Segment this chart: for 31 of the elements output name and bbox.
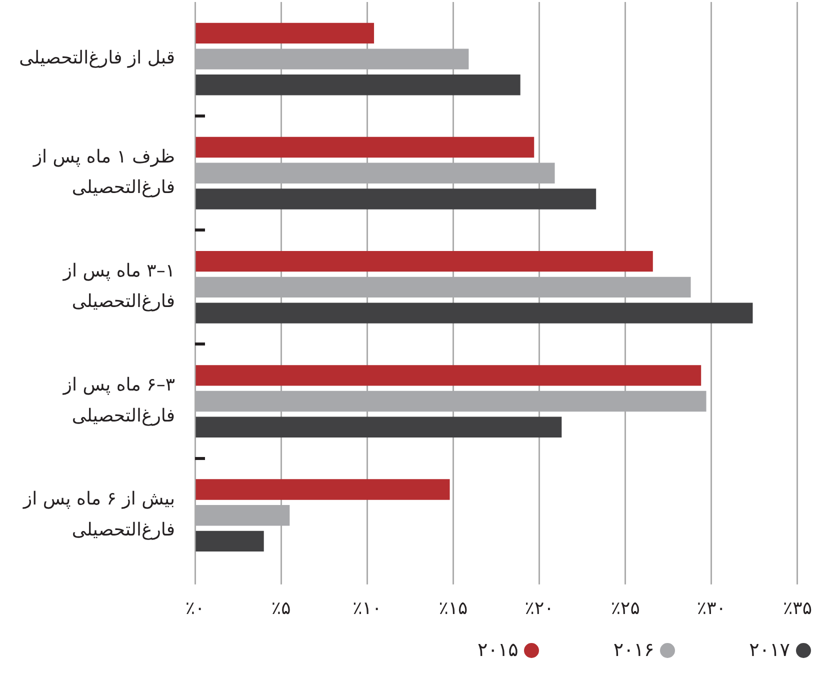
bar xyxy=(196,479,450,500)
bar xyxy=(196,251,653,272)
y-tick-label: ۱–۳ ماه پس از فارغ‌التحصیلی xyxy=(62,260,175,312)
bar xyxy=(196,136,534,158)
legend-label: ۲۰۱۷ xyxy=(749,639,790,661)
x-tick-label: ٪۳۵ xyxy=(782,598,812,619)
x-tick-label: ٪۲۵ xyxy=(610,598,640,619)
x-tick-label: ٪۲۰ xyxy=(524,598,554,619)
bar xyxy=(196,505,290,526)
bar xyxy=(196,74,520,96)
x-tick-label: ٪۵ xyxy=(271,598,291,619)
x-tick-label: ٪۱۵ xyxy=(438,598,468,619)
x-tick-label: ٪۱۰ xyxy=(352,598,382,619)
legend-label: ۲۰۱۵ xyxy=(478,639,518,661)
bar xyxy=(196,276,691,298)
y-tick-label: قبل از فارغ‌التحصیلی xyxy=(19,48,175,69)
bar xyxy=(196,162,555,184)
bar xyxy=(196,390,706,412)
bar xyxy=(196,48,469,70)
legend-label: ۲۰۱۶ xyxy=(613,639,654,661)
bar xyxy=(196,302,753,324)
bar xyxy=(196,365,702,386)
bar xyxy=(196,22,374,44)
x-tick-label: ٪۰ xyxy=(185,598,205,619)
y-tick-label: بیش از ۶ ماه پس از فارغ‌التحصیلی xyxy=(22,488,175,540)
bar xyxy=(196,416,562,438)
bar xyxy=(196,530,264,552)
bar xyxy=(196,188,596,210)
y-tick-label: ۳–۶ ماه پس از فارغ‌التحصیلی xyxy=(62,374,176,426)
x-tick-label: ٪۳۰ xyxy=(696,598,726,619)
y-tick-label: ظرف ۱ ماه پس از فارغ‌التحصیلی xyxy=(32,146,175,198)
